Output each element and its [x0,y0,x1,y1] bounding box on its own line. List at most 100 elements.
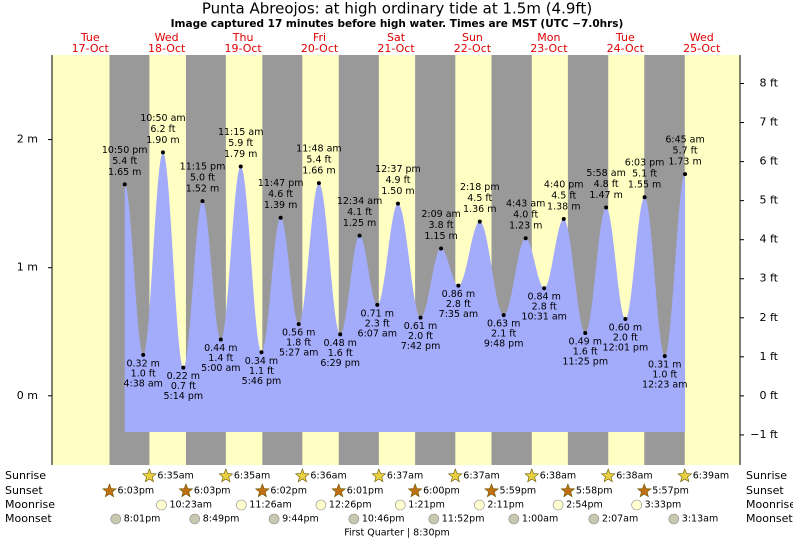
day-date: 19-Oct [224,42,262,55]
tide-label: 1.90 m [146,135,179,146]
tide-point [160,150,165,155]
tide-point [583,331,588,336]
tide-label: 11:25 pm [562,357,608,368]
tide-label: 12:23 am [642,380,687,391]
tide-label: 2:18 pm [460,182,500,193]
chart-subtitle: Image captured 17 minutes before high wa… [171,18,624,30]
tide-point [623,316,628,321]
sunrise-time: 6:37am [463,471,499,482]
tide-label: 5:46 pm [242,376,282,387]
tide-label: 1.1 ft [249,366,274,377]
tide-label: 7:42 pm [401,341,441,352]
tide-label: 0.86 m [442,289,475,300]
sunrise-icon [218,468,234,483]
sunrise-time: 6:35am [234,471,270,482]
moonset-time: 10:46pm [362,514,405,525]
sunrise-icon [677,468,693,483]
sunrise-time: 6:35am [157,471,193,482]
sunrise-icon [524,468,540,483]
y2-tick-label: 7 ft [760,116,779,129]
tide-label: 0.7 ft [171,381,196,392]
tide-label: 10:50 am [140,113,185,124]
tide-label: 1.8 ft [286,338,311,349]
moonset-time: 9:44pm [282,514,319,525]
tide-label: 2.3 ft [365,318,390,329]
sunset-icon [636,483,652,498]
moonset-time: 8:49pm [203,514,240,525]
y2-tick-label: 2 ft [760,311,779,324]
tide-label: 0.56 m [282,328,315,339]
sunset-time: 5:58pm [576,486,613,497]
sunrise-icon [600,468,616,483]
tide-point [296,322,301,327]
moonset-time: 1:00am [522,514,558,525]
tide-label: 2.8 ft [446,299,471,310]
tide-label: 1.66 m [302,166,335,177]
day-name: Sun [462,31,483,44]
tide-label: 11:48 am [296,144,341,155]
tide-label: 11:15 pm [180,162,226,173]
tide-label: 1.6 ft [328,348,353,359]
tide-point [439,246,444,251]
tide-point [259,350,264,355]
tide-area [124,152,686,432]
day-name: Sat [387,31,406,44]
tide-point [338,332,343,337]
tide-point [662,354,667,359]
tide-label: 10:50 pm [102,145,148,156]
tide-label: 1.39 m [264,200,297,211]
tide-label: 1.0 ft [652,370,677,381]
tide-point [477,219,482,224]
row-label: Sunrise [746,469,787,482]
tide-label: 5.4 ft [306,155,331,166]
tide-label: 2.1 ft [491,329,516,340]
moonset-icon [508,513,520,525]
row-label: Moonset [746,512,793,525]
tide-point [642,195,647,200]
day-date: 22-Oct [454,42,492,55]
sunset-time: 6:03pm [194,486,231,497]
tide-label: 6:29 pm [320,358,360,369]
moonrise-time: 2:11pm [487,500,524,511]
sunrise-time: 6:39am [693,471,729,482]
tide-label: 5:27 am [279,348,318,359]
tide-point [357,233,362,238]
tide-label: 1.6 ft [573,347,598,358]
sunset-time: 6:03pm [117,486,154,497]
tide-label: 0.44 m [204,343,237,354]
sunset-time: 5:59pm [500,486,537,497]
row-label: Sunset [746,484,784,497]
tide-label: 1.38 m [547,202,580,213]
y-tick-label: 0 m [17,389,38,402]
day-date: 17-Oct [72,42,110,55]
tide-label: 1.36 m [463,204,496,215]
moonrise-icon [315,499,327,511]
tide-label: 1.15 m [424,231,457,242]
tide-label: 12:01 pm [603,342,649,353]
tide-label: 5.0 ft [190,173,215,184]
moon-phase: First Quarter | 8:30pm [344,528,450,539]
moonset-time: 11:52pm [442,514,485,525]
day-name: Thu [232,31,254,44]
tide-label: 0.22 m [167,371,200,382]
day-name: Wed [155,31,179,44]
day-date: 20-Oct [301,42,339,55]
sunrise-time: 6:38am [540,471,576,482]
day-name: Tue [80,31,100,44]
moonrise-icon [552,499,564,511]
tide-label: 4:38 am [123,378,162,389]
sunrise-icon [141,468,157,483]
tide-point [375,302,380,307]
tide-label: 11:15 am [218,127,263,138]
tide-label: 0.71 m [361,308,394,319]
tide-label: 4.5 ft [551,191,576,202]
tide-point [456,283,461,288]
moonrise-icon [156,499,167,511]
moonset-icon [668,513,680,525]
tide-point [278,215,283,220]
tide-label: 9:48 pm [484,339,524,350]
sunrise-time: 6:38am [616,471,652,482]
moonrise-time: 12:26pm [329,500,372,511]
tide-label: 5.9 ft [228,138,253,149]
tide-label: 6.2 ft [150,124,175,135]
